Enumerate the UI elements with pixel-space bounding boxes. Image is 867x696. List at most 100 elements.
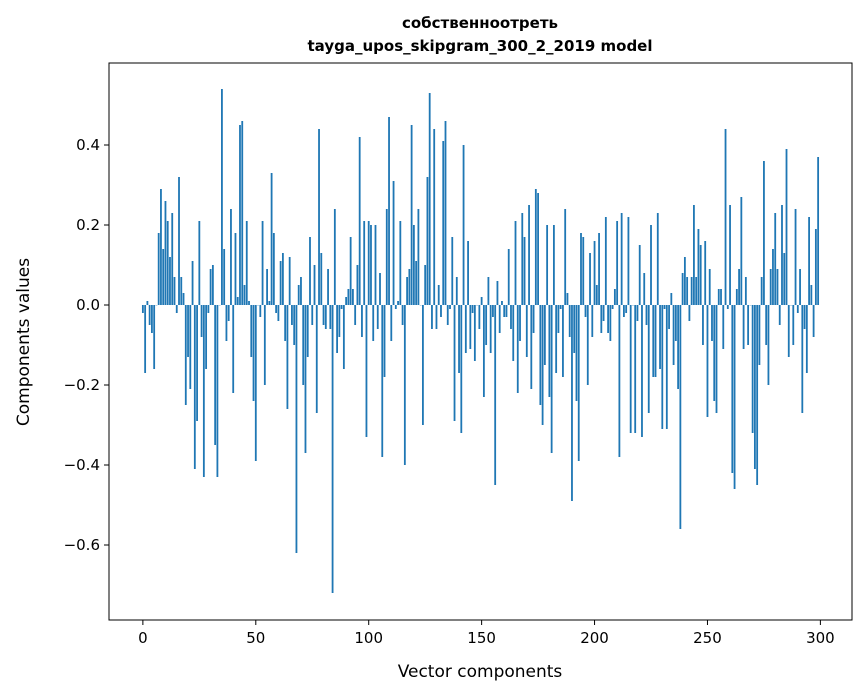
bar: [753, 305, 756, 469]
bar: [729, 205, 731, 305]
bar: [724, 129, 727, 305]
bar: [564, 209, 567, 305]
bar: [169, 257, 171, 305]
bar: [604, 217, 607, 305]
bar: [785, 149, 788, 305]
bar: [435, 305, 438, 329]
x-axis-label: Vector components: [398, 662, 563, 682]
bar: [641, 305, 643, 437]
bar: [184, 305, 187, 405]
x-tick-label: 250: [693, 629, 722, 647]
bar: [769, 269, 772, 305]
bar: [467, 241, 469, 305]
bar: [394, 305, 397, 309]
bar: [541, 305, 544, 425]
bar: [708, 269, 711, 305]
bar: [679, 305, 682, 529]
bar: [756, 305, 759, 485]
bar: [742, 305, 745, 349]
bar: [720, 289, 722, 305]
bar: [372, 305, 375, 341]
chart-subtitle: tayga_upos_skipgram_300_2_2019 model: [308, 37, 653, 55]
bar: [593, 241, 596, 305]
y-tick-label: 0.4: [76, 136, 100, 154]
x-tick-label: 300: [806, 629, 835, 647]
bars-group: [141, 89, 820, 593]
bar: [281, 253, 284, 305]
bar: [403, 305, 406, 465]
bar: [744, 277, 747, 305]
bar: [817, 157, 820, 305]
bar: [293, 305, 296, 345]
bar: [482, 305, 485, 397]
bar: [277, 305, 280, 321]
bar: [410, 125, 413, 305]
bar: [652, 305, 655, 377]
bar: [160, 189, 162, 305]
bar: [492, 305, 494, 317]
bar: [607, 305, 610, 333]
bar: [717, 289, 720, 305]
bar: [329, 305, 332, 329]
bar: [760, 277, 763, 305]
bar: [609, 305, 612, 341]
bar: [449, 305, 451, 309]
bar: [600, 305, 603, 333]
bar: [266, 269, 268, 305]
bar: [595, 285, 598, 305]
y-tick-label: 0.2: [76, 216, 100, 234]
bar: [783, 253, 786, 305]
bar: [453, 305, 456, 421]
bar: [191, 261, 194, 305]
bar: [151, 305, 153, 333]
bar: [656, 213, 659, 305]
bar: [681, 273, 684, 305]
bar: [252, 305, 255, 401]
bar: [444, 121, 447, 305]
bar: [202, 305, 205, 477]
bar: [699, 245, 702, 305]
bar: [772, 249, 774, 305]
bar: [571, 305, 573, 501]
bar: [539, 305, 542, 405]
bar: [153, 305, 156, 369]
bar: [173, 277, 176, 305]
bar: [516, 305, 519, 393]
y-axis: −0.6 −0.4 −0.2 0.0 0.2 0.4: [64, 136, 109, 554]
y-tick-label: −0.2: [64, 376, 100, 394]
bar: [198, 221, 201, 305]
bar: [356, 265, 359, 305]
bar: [767, 305, 770, 385]
bar: [428, 93, 431, 305]
bar: [776, 269, 779, 305]
bar: [284, 305, 287, 341]
bar: [735, 289, 738, 305]
bar: [157, 233, 160, 305]
bar: [787, 305, 790, 357]
bar: [510, 305, 512, 329]
bar: [216, 305, 219, 477]
bar: [175, 305, 178, 313]
bar: [672, 305, 675, 365]
bar: [792, 305, 795, 345]
bar: [781, 205, 783, 305]
bar: [738, 269, 740, 305]
bar: [810, 285, 813, 305]
bar: [505, 305, 508, 317]
bar: [241, 121, 244, 305]
bar: [322, 305, 325, 325]
bar: [141, 305, 144, 313]
bar: [390, 305, 393, 341]
bar: [543, 305, 546, 365]
bar: [318, 129, 320, 305]
bar: [661, 305, 664, 429]
bar: [650, 225, 652, 305]
bar: [496, 281, 499, 305]
bar: [507, 249, 510, 305]
bar: [388, 117, 390, 305]
bar: [740, 197, 743, 305]
bar: [187, 305, 189, 357]
bar: [433, 129, 436, 305]
bar: [627, 217, 630, 305]
